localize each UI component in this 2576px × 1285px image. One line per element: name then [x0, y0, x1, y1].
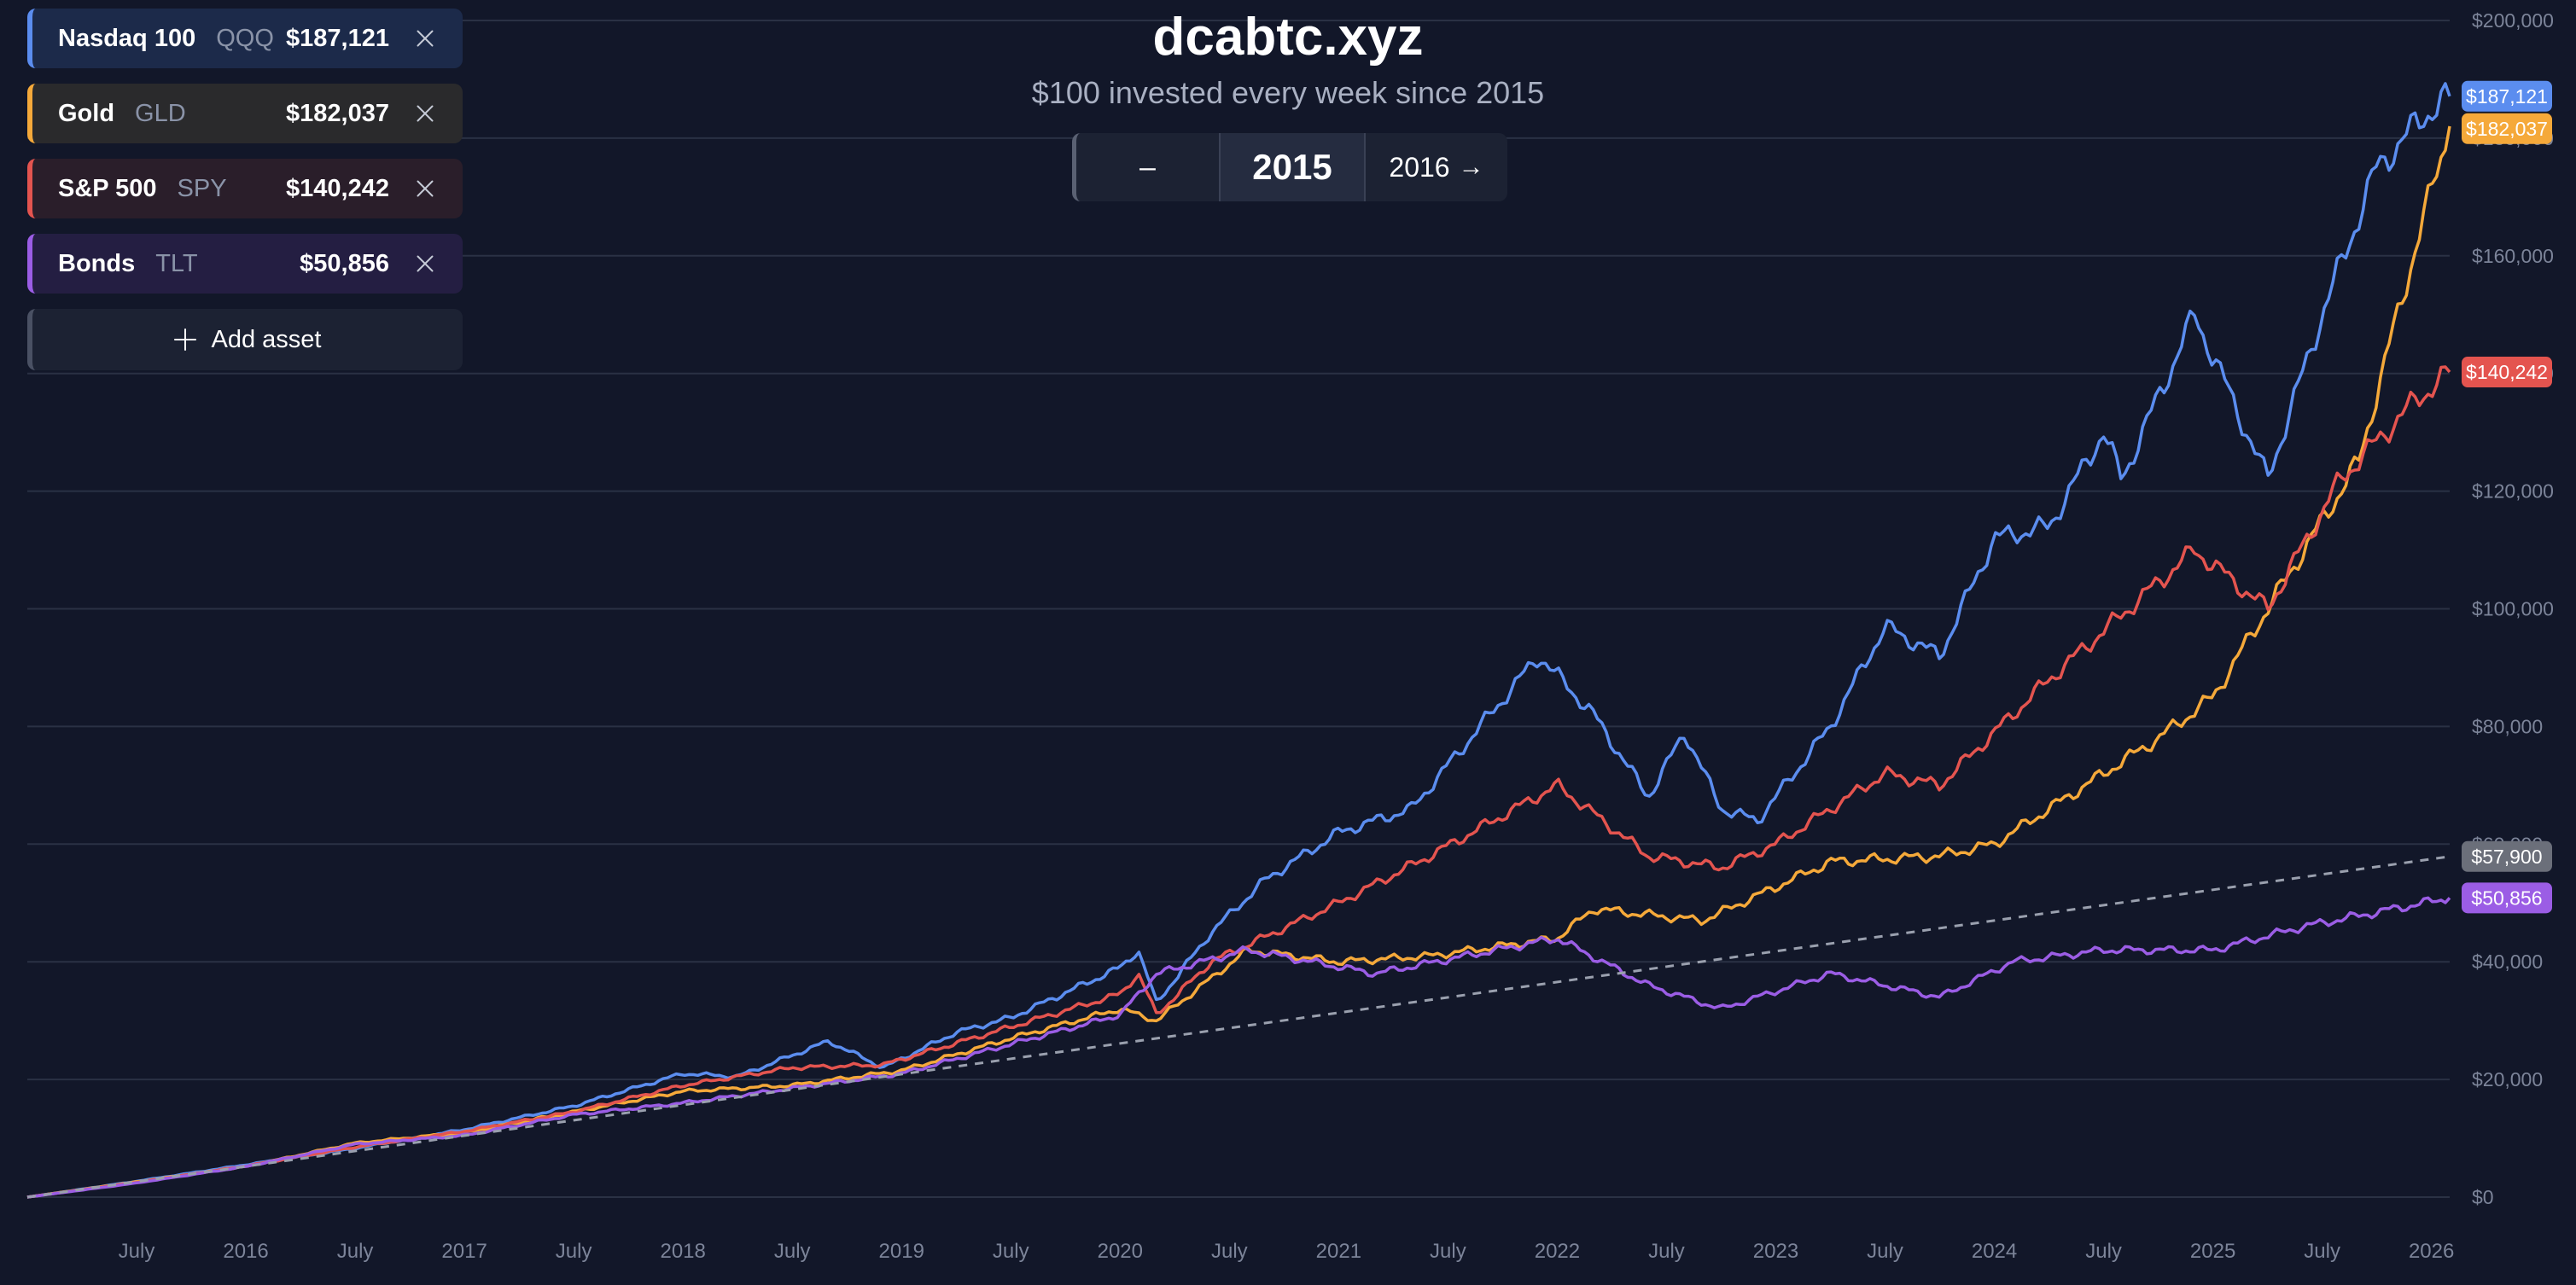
- x-tick-label: July: [2304, 1240, 2340, 1263]
- x-tick-label: 2019: [879, 1240, 924, 1263]
- end-value-badge: $140,242: [2462, 357, 2552, 388]
- badge-value: $182,037: [2466, 118, 2548, 140]
- end-labels: $187,121 $182,037 $140,242 $57,900 $50,856: [2462, 80, 2552, 914]
- asset-value: $182,037: [286, 99, 389, 127]
- asset-list: Nasdaq 100 QQQ $187,121 Gold GLD $182,03…: [27, 9, 463, 370]
- y-tick-label: $100,000: [2472, 598, 2554, 620]
- badge-background: [2462, 357, 2552, 388]
- x-tick-label: 2025: [2190, 1240, 2235, 1263]
- x-tick-label: 2020: [1098, 1240, 1143, 1263]
- x-tick-label: 2022: [1535, 1240, 1580, 1263]
- x-tick-label: 2016: [223, 1240, 268, 1263]
- series-line-invested: [26, 855, 2451, 1199]
- x-tick-label: 2017: [441, 1240, 487, 1263]
- close-icon[interactable]: [413, 252, 437, 276]
- badge-background: [2462, 840, 2552, 872]
- x-tick-label: 2018: [660, 1240, 705, 1263]
- arrow-right-icon: →: [1458, 153, 1484, 181]
- series-lines: [26, 82, 2451, 1199]
- x-tick-label: July: [993, 1240, 1029, 1263]
- x-tick-label: July: [1430, 1240, 1466, 1263]
- x-tick-label: 2021: [1316, 1240, 1361, 1263]
- y-tick-label: $200,000: [2472, 9, 2554, 32]
- x-tick-label: 2024: [1972, 1240, 2017, 1263]
- asset-value: $140,242: [286, 174, 389, 202]
- next-year-label: 2016: [1389, 151, 1450, 183]
- asset-name: Nasdaq 100: [58, 24, 196, 52]
- badge-value: $50,856: [2471, 887, 2542, 909]
- x-tick-label: July: [1211, 1240, 1248, 1263]
- end-value-badge: $50,856: [2462, 882, 2552, 914]
- y-tick-label: $0: [2472, 1186, 2494, 1208]
- plus-icon: [173, 329, 196, 351]
- badge-background: [2462, 882, 2552, 914]
- add-asset-button[interactable]: Add asset: [27, 309, 463, 370]
- x-tick-label: July: [1867, 1240, 1903, 1263]
- asset-ticker: GLD: [135, 99, 186, 127]
- series-line-bonds: [26, 896, 2451, 1199]
- x-tick-label: July: [556, 1240, 592, 1263]
- y-tick-label: $80,000: [2472, 715, 2543, 737]
- y-tick-label: $120,000: [2472, 480, 2554, 503]
- close-icon[interactable]: [413, 177, 437, 201]
- end-value-badge: $182,037: [2462, 113, 2552, 144]
- badge-background: [2462, 80, 2552, 112]
- asset-value: $187,121: [286, 24, 389, 52]
- next-year-button[interactable]: 2016 →: [1366, 133, 1507, 201]
- page-subtitle: $100 invested every week since 2015: [1031, 75, 1545, 110]
- y-tick-label: $20,000: [2472, 1068, 2543, 1090]
- year-picker: – 2015 2016 →: [1072, 133, 1507, 201]
- x-tick-label: July: [337, 1240, 374, 1263]
- badge-value: $140,242: [2466, 361, 2548, 383]
- asset-card-nasdaq[interactable]: Nasdaq 100 QQQ $187,121: [27, 9, 463, 68]
- asset-ticker: QQQ: [216, 24, 274, 52]
- asset-card-gold[interactable]: Gold GLD $182,037: [27, 84, 463, 143]
- add-asset-label: Add asset: [211, 325, 322, 353]
- x-tick-label: July: [119, 1240, 155, 1263]
- asset-card-bonds[interactable]: Bonds TLT $50,856: [27, 234, 463, 294]
- asset-name: S&P 500: [58, 174, 157, 202]
- x-tick-label: 2026: [2409, 1240, 2454, 1263]
- badge-background: [2462, 113, 2552, 144]
- previous-year-button[interactable]: –: [1139, 150, 1156, 183]
- current-year: 2015: [1219, 133, 1366, 201]
- y-tick-label: $160,000: [2472, 245, 2554, 267]
- end-value-badge: $57,900: [2462, 840, 2552, 872]
- badge-value: $187,121: [2466, 85, 2548, 108]
- x-tick-label: July: [2085, 1240, 2122, 1263]
- y-tick-label: $40,000: [2472, 951, 2543, 973]
- x-tick-label: July: [1648, 1240, 1685, 1263]
- x-tick-label: 2023: [1753, 1240, 1798, 1263]
- asset-value: $50,856: [300, 249, 389, 277]
- x-tick-label: July: [774, 1240, 811, 1263]
- asset-name: Bonds: [58, 249, 136, 277]
- asset-card-sp500[interactable]: S&P 500 SPY $140,242: [27, 159, 463, 218]
- asset-name: Gold: [58, 99, 115, 127]
- asset-ticker: TLT: [155, 249, 198, 277]
- asset-ticker: SPY: [177, 174, 227, 202]
- badge-value: $57,900: [2471, 846, 2542, 868]
- end-value-badge: $187,121: [2462, 80, 2552, 112]
- page-title: dcabtc.xyz: [1152, 8, 1424, 67]
